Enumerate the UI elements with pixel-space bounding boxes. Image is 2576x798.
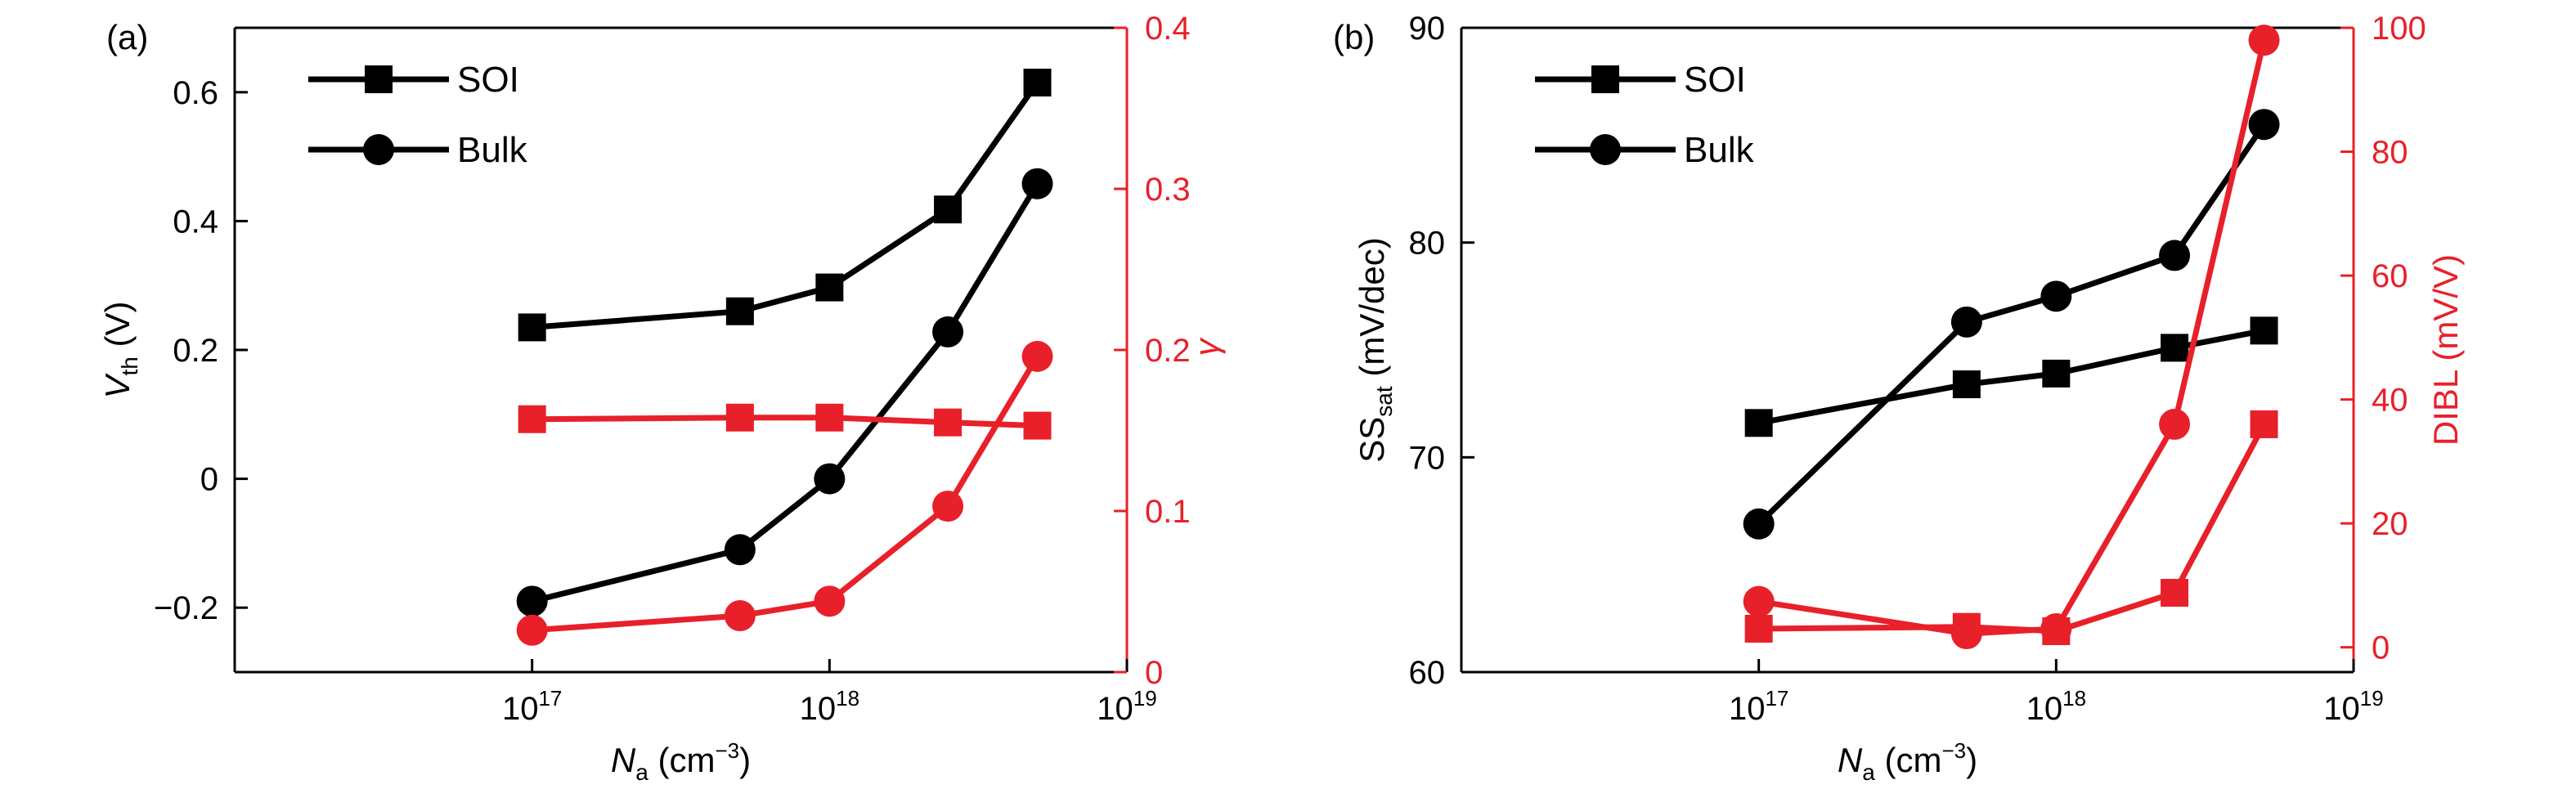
legend-marker-square [365, 65, 393, 93]
data-point-square [725, 297, 754, 325]
series-line [532, 355, 1040, 634]
x-tick-label: 1017 [502, 686, 562, 727]
left-y-tick-label: −0.2 [154, 590, 218, 626]
x-tick-label: 1018 [2026, 686, 2086, 727]
data-point-square [2161, 334, 2189, 362]
data-point-circle [2040, 612, 2072, 644]
left-y-tick-label: 0.6 [173, 75, 218, 111]
data-point-circle [1950, 306, 1982, 338]
x-tick-label: 1019 [1097, 686, 1156, 727]
data-point-circle [2159, 240, 2191, 271]
data-point-square [725, 403, 754, 432]
left-y-tick-label: 0 [200, 462, 218, 498]
data-point-square [1744, 409, 1773, 437]
legend-label-soi: SOI [457, 60, 519, 100]
legend-label-soi: SOI [1684, 60, 1746, 100]
left-y-axis-label: Vth (V) [98, 301, 142, 398]
right-y-tick-label: 20 [2372, 506, 2408, 542]
x-axis-label: Na (cm−3) [1838, 738, 1977, 785]
data-point-square [2161, 579, 2189, 607]
series-line [531, 182, 1040, 604]
x-tick-label: 1017 [1729, 686, 1788, 727]
left-y-tick-label: 60 [1409, 655, 1446, 691]
data-point-square [2250, 410, 2278, 438]
data-point-circle [932, 316, 964, 347]
left-y-tick-label: 70 [1409, 440, 1446, 476]
series-gamma-dibl-right-square [518, 403, 1052, 440]
right-y-tick-label: 0 [1145, 655, 1163, 691]
data-point-square [1023, 411, 1052, 440]
series-soi-left-square [518, 68, 1052, 342]
right-y-tick-label: 0.3 [1145, 172, 1191, 208]
data-point-circle [724, 600, 756, 632]
data-point-square [2250, 316, 2278, 345]
series-gamma-dibl-right-circle [516, 340, 1053, 646]
chart-panel-a: 1017 1018 1019 −0.2 0 0.2 0.4 0.6 0 0.1 0.2 0.3 0.4 N… [98, 11, 1226, 785]
data-point-square [1744, 614, 1773, 643]
legend-label-bulk: Bulk [457, 130, 528, 170]
panel-label: (a) [106, 18, 148, 56]
data-point-square [1023, 68, 1052, 96]
right-y-tick-label: 0.2 [1145, 333, 1191, 369]
right-y-axis-label: DIBL (mV/V) [2426, 254, 2465, 446]
legend: SOI Bulk [1535, 60, 1755, 170]
data-point-circle [516, 585, 548, 617]
data-point-circle [1021, 340, 1053, 372]
right-y-tick-label: 0.4 [1145, 11, 1191, 47]
right-y-tick-label: 0 [2372, 630, 2390, 666]
data-point-circle [1743, 585, 1775, 617]
data-point-square [815, 403, 844, 432]
data-point-circle [814, 463, 846, 495]
right-y-tick-label: 0.1 [1145, 494, 1191, 530]
data-point-circle [932, 491, 964, 522]
data-point-square [934, 195, 963, 224]
x-tick-label: 1019 [2323, 686, 2383, 727]
right-y-tick-label: 40 [2372, 383, 2408, 419]
chart-panel-b: 1017 1018 1019 60 70 80 90 0 20 40 60 80 100 Na (cm−3… [1333, 11, 2465, 785]
series-soi-left-square [1744, 316, 2278, 437]
data-point-circle [2248, 25, 2280, 56]
left-y-tick-label: 80 [1409, 226, 1446, 262]
data-point-square [2042, 359, 2071, 388]
x-axis-label: Na (cm−3) [611, 738, 751, 785]
panel-label: (b) [1333, 18, 1375, 56]
data-point-circle [1021, 168, 1053, 200]
data-point-square [815, 273, 844, 302]
legend-marker-circle [1590, 134, 1621, 165]
series-bulk-left-circle [1743, 109, 2280, 540]
left-y-tick-label: 0.2 [173, 333, 218, 369]
data-point-square [518, 405, 546, 433]
right-y-axis-label: γ [1187, 338, 1226, 356]
legend: SOI Bulk [308, 60, 528, 170]
data-point-square [934, 408, 963, 437]
data-point-square [1952, 370, 1981, 399]
legend-marker-square [1591, 65, 1619, 93]
series-gamma-dibl-right-circle [1743, 25, 2280, 650]
legend-label-bulk: Bulk [1684, 130, 1755, 170]
left-y-axis-label: SSsat (mV/dec) [1353, 237, 1397, 462]
data-point-circle [2040, 280, 2072, 312]
data-point-circle [724, 534, 756, 566]
data-point-circle [814, 585, 846, 617]
x-tick-label: 1018 [800, 686, 859, 727]
right-y-tick-label: 60 [2372, 258, 2408, 294]
right-y-tick-label: 80 [2372, 135, 2408, 171]
legend-marker-circle [363, 134, 394, 165]
left-y-tick-label: 0.4 [173, 204, 218, 240]
left-y-tick-label: 90 [1409, 11, 1446, 47]
right-y-tick-label: 100 [2372, 11, 2426, 47]
data-point-circle [2248, 109, 2280, 141]
data-point-circle [2159, 408, 2191, 440]
data-point-circle [516, 614, 548, 646]
series-line [1757, 123, 2267, 527]
data-point-circle [1743, 508, 1775, 540]
series-bulk-left-circle [516, 168, 1053, 617]
data-point-circle [1950, 618, 1982, 650]
data-point-square [518, 313, 546, 342]
